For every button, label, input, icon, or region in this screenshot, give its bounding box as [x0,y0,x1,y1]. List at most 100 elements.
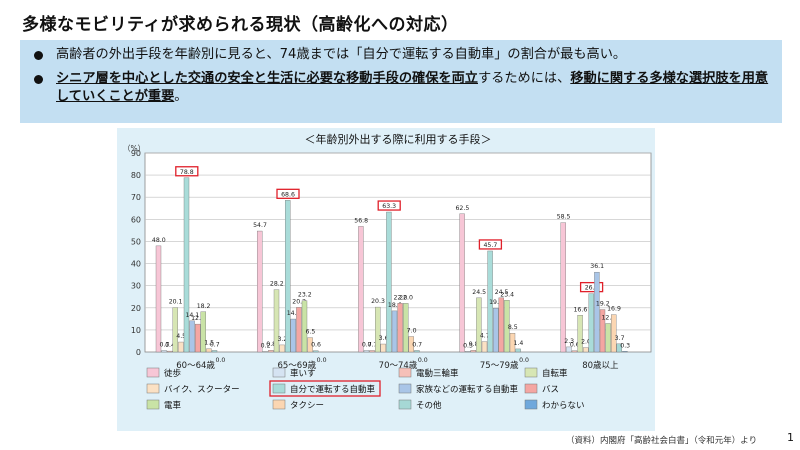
bar [498,297,504,353]
chart-panel: ＜年齢別外出する際に利用する手段＞ （%） 0 10 20 30 40 50 60 70 80 90 4… [117,128,655,431]
data-label: 3.7 [615,335,625,342]
bullet-dot-icon [34,75,43,84]
bar [206,348,212,353]
bar [583,347,589,353]
data-label: 3.2 [277,336,287,343]
bar [189,320,195,353]
data-label: 23.2 [298,292,312,299]
data-label: 14.9 [287,310,301,317]
bar [397,303,403,353]
x-tick-label: 80歳以上 [582,360,619,371]
data-label: 26.4 [585,285,599,292]
data-label: 0.0 [317,357,327,364]
bar [268,350,274,353]
bar [178,341,184,353]
legend-label: 電動三輪車 [416,368,459,379]
data-label: 20.3 [371,298,385,305]
legend-label: 自分で運転する自動車 [290,384,376,395]
bar [161,350,167,353]
data-label: 16.9 [607,306,621,313]
data-label: 0.8 [266,341,276,348]
data-label: 0.4 [165,342,175,349]
bar [284,200,291,353]
bullet-1-text: 高齢者の外出手段を年齢別に見ると、74歳までは「自分で運転する自動車」の割合が最… [56,47,627,62]
data-label: 24.5 [495,289,509,296]
data-label: 0.7 [367,341,377,348]
data-label: 0.3 [620,342,630,349]
y-tick-label: 10 [131,326,141,335]
y-tick-label: 70 [131,193,141,202]
slide-title: 多様なモビリティが求められる現状（高齢化への対応） [22,15,459,35]
data-label: 48.0 [152,237,166,244]
bar [369,350,375,353]
data-label: 36.1 [590,263,604,270]
data-label: 14.1 [186,312,200,319]
bar [487,250,493,353]
highlight-box [478,239,503,250]
bar [312,350,319,353]
y-tick-label: 60 [131,215,141,224]
data-label: 0.7 [362,341,372,348]
highlight-box [377,200,401,211]
bar [211,350,218,353]
data-label: 12.6 [191,315,205,322]
data-label: 4.5 [176,333,186,340]
bar [358,226,364,353]
data-label: 6.5 [305,329,315,336]
bar [200,311,207,353]
data-label: 2.3 [564,338,574,345]
data-label: 3.6 [379,335,389,342]
data-label: 7.0 [407,328,417,335]
bar [279,344,285,353]
legend-swatch [272,367,286,378]
legend-swatch [146,399,160,410]
bar [509,333,516,353]
bar [167,350,173,353]
bar [571,350,578,353]
bar [459,213,465,353]
data-label: 0.0 [418,357,428,364]
bar [599,309,606,353]
data-label: 56.8 [354,217,368,224]
bar [273,289,280,353]
legend-label: 徒歩 [164,368,182,379]
data-label: 0.7 [210,341,220,348]
x-tick-label: 75～79歳 [480,360,519,371]
bullet-dot-icon [34,51,43,60]
bullet-2-text-1: するためには、 [478,71,571,86]
legend-swatch [146,367,160,378]
legend-label: わからない [542,401,585,411]
data-label: 19.8 [489,299,503,306]
data-label: 4.7 [480,333,490,340]
data-label: 23.4 [500,291,514,298]
bullet-2: シニア層を中心とした交通の安全と生活に必要な移動手段の確保を両立するためには、移… [34,70,770,106]
bar [408,336,414,353]
legend-label: 車いす [290,368,316,379]
data-label: 62.5 [456,205,470,212]
bar [375,306,381,353]
bar [504,300,510,353]
data-label: 54.7 [253,222,267,229]
y-tick-label: 30 [131,282,141,291]
y-axis-label: （%） [123,144,145,153]
x-tick-label: 65～69歳 [277,360,316,371]
data-label: 12.9 [602,314,616,321]
highlight-box [579,281,604,293]
bullet-2-text-2: 。 [174,89,188,104]
bar [414,350,420,353]
y-tick-label: 20 [131,304,141,313]
bar [605,323,611,353]
data-label: 68.6 [281,191,295,198]
data-label: 22.0 [394,294,408,301]
bar [386,211,392,353]
data-label: 18.6 [388,302,402,309]
legend-label: 電車 [164,400,182,411]
legend-swatch [524,399,538,410]
bar [307,337,313,353]
bar [194,323,201,353]
data-label: 20.1 [169,299,183,306]
data-label: 0.6 [570,342,580,349]
data-label: 78.8 [180,169,194,176]
legend-label: バス [542,385,559,395]
bar [493,308,499,353]
